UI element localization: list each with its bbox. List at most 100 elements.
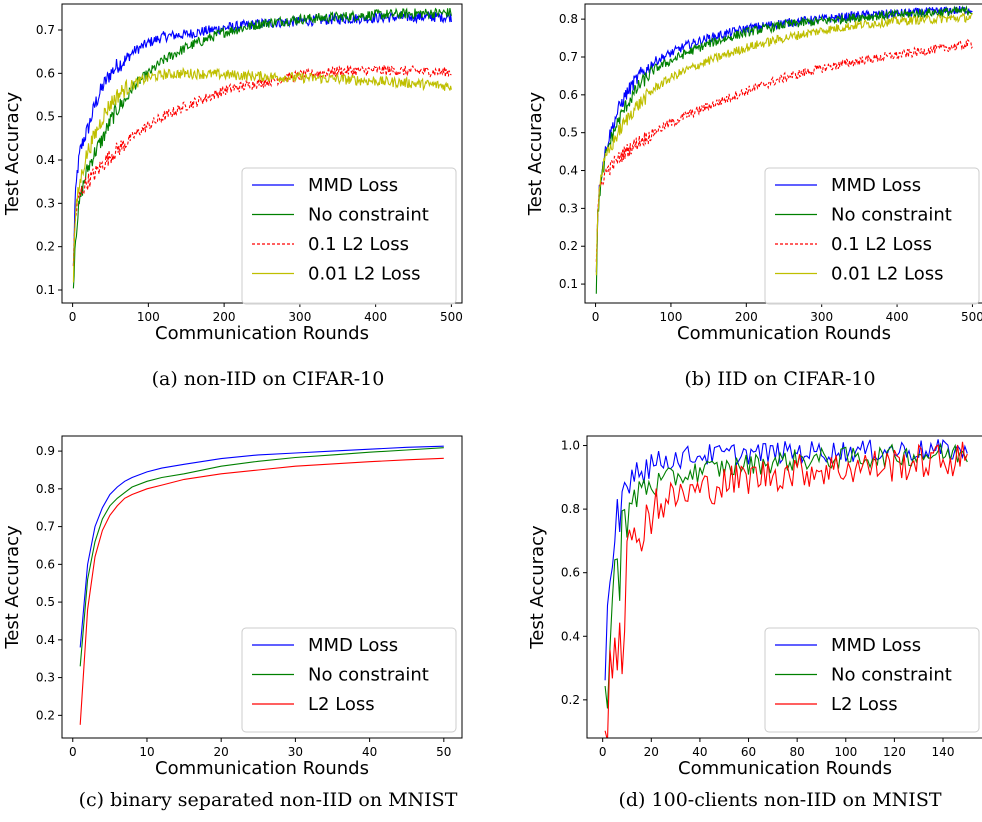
y-tick-label-d: 0.4 <box>561 629 580 643</box>
plot-area-d: 0 20 40 60 80 100 120 140 0.2 0.4 0.6 0.8 1.0 Communi… <box>527 435 982 779</box>
legend-entry-a: 0.01 L2 Loss <box>308 264 420 285</box>
x-tick-label-b: 100 <box>659 310 682 324</box>
y-tick-label-b: 0.3 <box>559 201 578 215</box>
x-axis-label-c: Communication Rounds <box>155 758 369 779</box>
series-line-d-mmd-loss <box>604 439 968 681</box>
x-tick-label-a: 500 <box>440 310 463 324</box>
caption-a: (a) non-IID on CIFAR-10 <box>152 368 385 390</box>
series-lines-c <box>79 445 444 725</box>
series-line-d-no-constraint <box>604 442 968 709</box>
panel-a: 0 100 200 300 400 500 0.1 0.2 0.3 0.4 0.5 0.6 0.7 Com… <box>2 3 463 390</box>
x-tick-label-c: 0 <box>69 745 77 759</box>
x-tick-label-d: 100 <box>834 745 857 759</box>
x-tick-label-c: 50 <box>436 745 451 759</box>
series-line-d-l2-loss <box>604 441 968 738</box>
y-tick-label-a: 0.6 <box>36 66 55 80</box>
y-tick-label-a: 0.7 <box>36 23 55 37</box>
y-tick-label-c: 0.8 <box>36 482 55 496</box>
series-line-c-mmd-loss <box>79 445 444 648</box>
legend-entry-a: MMD Loss <box>308 175 398 196</box>
plot-area-b: 0 100 200 300 400 500 0.1 0.2 0.3 0.4 0.5 0.6 0.7 0.8… <box>525 3 982 344</box>
legend-entry-c: MMD Loss <box>308 635 398 656</box>
x-tick-label-a: 200 <box>213 310 236 324</box>
legend-b: MMD Loss No constraint 0.1 L2 Loss 0.01 L2 … <box>764 167 980 305</box>
panel-b: 0 100 200 300 400 500 0.1 0.2 0.3 0.4 0.5 0.6 0.7 0.8… <box>525 3 982 390</box>
legend-box-d <box>764 627 980 733</box>
series-lines-a <box>72 7 452 289</box>
y-tick-label-b: 0.1 <box>559 277 578 291</box>
y-tick-label-c: 0.7 <box>36 520 55 534</box>
x-tick-label-b: 0 <box>592 310 600 324</box>
x-axis-label-d: Communication Rounds <box>678 758 892 779</box>
x-tick-label-a: 0 <box>69 310 77 324</box>
series-line-c-l2-loss <box>79 457 444 725</box>
series-line-b-0-1-l2-loss <box>595 38 973 262</box>
y-tick-label-a: 0.4 <box>36 153 55 167</box>
plot-area-c: 0 10 20 30 40 50 0.2 0.3 0.4 0.5 0.6 0.7 0.8 0.9 Commu… <box>2 435 463 779</box>
x-tick-label-a: 400 <box>364 310 387 324</box>
y-tick-label-c: 0.6 <box>36 557 55 571</box>
y-tick-label-a: 0.5 <box>36 110 55 124</box>
legend-box-c <box>241 627 457 733</box>
y-tick-label-a: 0.2 <box>36 240 55 254</box>
legend-entry-d: L2 Loss <box>831 694 898 715</box>
legend-a: MMD Loss No constraint 0.1 L2 Loss 0.01 L2 … <box>241 167 457 305</box>
y-tick-label-d: 0.2 <box>561 693 580 707</box>
plot-frame-d <box>586 435 982 739</box>
y-tick-label-d: 1.0 <box>561 439 580 453</box>
caption-b: (b) IID on CIFAR-10 <box>684 368 875 390</box>
series-line-a-0-01-l2-loss <box>72 66 452 283</box>
y-tick-label-b: 0.8 <box>559 12 578 26</box>
x-tick-label-d: 120 <box>883 745 906 759</box>
series-line-b-0-01-l2-loss <box>595 11 973 276</box>
x-tick-label-d: 140 <box>932 745 955 759</box>
legend-entry-c: No constraint <box>308 665 429 686</box>
series-line-b-no-constraint <box>595 5 973 294</box>
series-line-a-no-constraint <box>72 7 452 289</box>
x-tick-label-a: 300 <box>288 310 311 324</box>
series-lines-b <box>595 5 973 294</box>
panel-d: 0 20 40 60 80 100 120 140 0.2 0.4 0.6 0.8 1.0 Communi… <box>527 435 982 811</box>
x-tick-label-c: 40 <box>362 745 377 759</box>
legend-entry-d: MMD Loss <box>831 635 921 656</box>
y-tick-label-b: 0.4 <box>559 164 578 178</box>
series-line-c-no-constraint <box>79 447 444 667</box>
legend-entry-b: No constraint <box>831 205 952 226</box>
panel-c: 0 10 20 30 40 50 0.2 0.3 0.4 0.5 0.6 0.7 0.8 0.9 Commu… <box>2 435 463 811</box>
y-tick-label-d: 0.6 <box>561 566 580 580</box>
legend-entry-b: MMD Loss <box>831 175 921 196</box>
x-tick-label-d: 60 <box>741 745 756 759</box>
x-tick-label-c: 30 <box>288 745 303 759</box>
series-lines-d <box>604 439 968 738</box>
series-line-a-0-1-l2-loss <box>72 64 452 267</box>
y-axis-label-d: Test Accuracy <box>527 525 548 650</box>
x-tick-label-d: 80 <box>790 745 805 759</box>
y-tick-label-d: 0.8 <box>561 502 580 516</box>
y-tick-label-a: 0.1 <box>36 283 55 297</box>
x-tick-label-d: 0 <box>599 745 607 759</box>
legend-c: MMD Loss No constraint L2 Loss <box>241 627 457 733</box>
y-tick-label-a: 0.3 <box>36 196 55 210</box>
legend-entry-b: 0.01 L2 Loss <box>831 264 943 285</box>
y-tick-label-c: 0.4 <box>36 633 55 647</box>
y-tick-label-c: 0.2 <box>36 708 55 722</box>
caption-c: (c) binary separated non-IID on MNIST <box>79 789 458 811</box>
plot-frame-c <box>61 435 463 739</box>
legend-entry-a: No constraint <box>308 205 429 226</box>
x-tick-label-a: 100 <box>137 310 160 324</box>
legend-d: MMD Loss No constraint L2 Loss <box>764 627 980 733</box>
x-tick-label-b: 300 <box>810 310 833 324</box>
legend-entry-a: 0.1 L2 Loss <box>308 234 409 255</box>
x-tick-label-c: 10 <box>139 745 154 759</box>
x-tick-label-b: 500 <box>961 310 982 324</box>
y-tick-label-c: 0.9 <box>36 444 55 458</box>
x-tick-label-b: 400 <box>886 310 909 324</box>
legend-box-b <box>764 167 980 305</box>
plot-area-a: 0 100 200 300 400 500 0.1 0.2 0.3 0.4 0.5 0.6 0.7 Com… <box>2 3 463 344</box>
legend-entry-c: L2 Loss <box>308 694 375 715</box>
y-axis-label-c: Test Accuracy <box>2 525 23 650</box>
x-axis-label-a: Communication Rounds <box>155 323 369 344</box>
y-tick-label-b: 0.5 <box>559 126 578 140</box>
x-tick-label-d: 40 <box>692 745 707 759</box>
x-tick-label-c: 20 <box>214 745 229 759</box>
